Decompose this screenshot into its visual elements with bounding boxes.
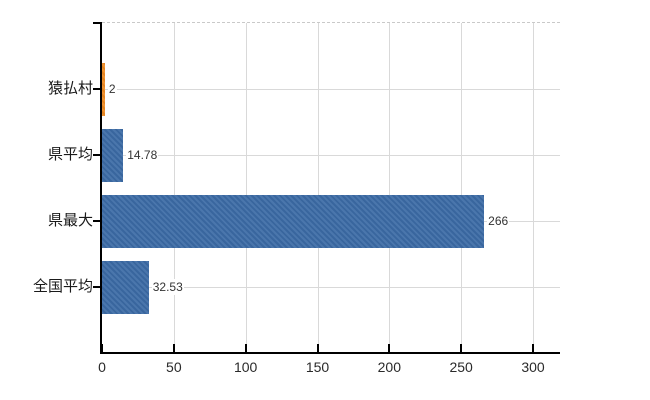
x-tick-label: 250: [449, 359, 473, 375]
category-label: 猿払村: [47, 80, 93, 97]
x-gridline: [173, 23, 175, 352]
x-axis-tick: [172, 344, 175, 352]
y-axis-line: [100, 22, 102, 354]
y-axis-tick: [93, 220, 101, 222]
x-tick-label: 200: [377, 359, 401, 375]
x-axis-tick: [244, 344, 247, 352]
bar-value: [102, 195, 485, 248]
y-axis-tick: [93, 88, 101, 90]
bar-value: [102, 261, 149, 314]
y-axis-tick: [93, 286, 101, 288]
x-gridline: [533, 23, 534, 352]
x-gridline: [245, 23, 247, 352]
bar-fill-texture: [102, 261, 149, 314]
x-tick-label: 0: [98, 359, 106, 375]
row-gridline: [102, 287, 560, 288]
x-gridline: [389, 23, 391, 352]
row-gridline: [102, 155, 560, 156]
x-tick-label: 300: [521, 359, 545, 375]
value-label: 2: [107, 81, 117, 97]
x-tick-label: 50: [166, 359, 182, 375]
x-axis-tick: [532, 344, 534, 352]
x-axis-line: [100, 352, 560, 354]
x-axis-tick: [316, 344, 319, 352]
x-axis-tick: [388, 344, 391, 352]
x-tick-label: 100: [233, 359, 258, 375]
plot-top-border: [102, 22, 560, 23]
category-label: 県最大: [47, 212, 93, 229]
bar-value: [102, 129, 124, 182]
x-axis-tick: [460, 344, 463, 352]
x-axis-tick: [101, 344, 103, 352]
value-label: 32.53: [151, 279, 184, 295]
row-gridline: [102, 89, 560, 90]
bar-fill-texture: [102, 63, 105, 116]
y-axis-tick: [93, 154, 101, 156]
x-gridline: [317, 23, 319, 352]
bar-fill-texture: [102, 195, 485, 248]
category-label: 県平均: [47, 146, 93, 163]
x-gridline: [461, 23, 463, 352]
value-label: 266: [487, 213, 510, 229]
bar-fill-texture: [102, 129, 124, 182]
y-axis-top-cap: [93, 22, 101, 24]
bar-highlight: [102, 63, 105, 116]
value-label: 14.78: [126, 147, 159, 163]
x-tick-label: 150: [305, 359, 330, 375]
category-label: 全国平均: [32, 278, 93, 295]
